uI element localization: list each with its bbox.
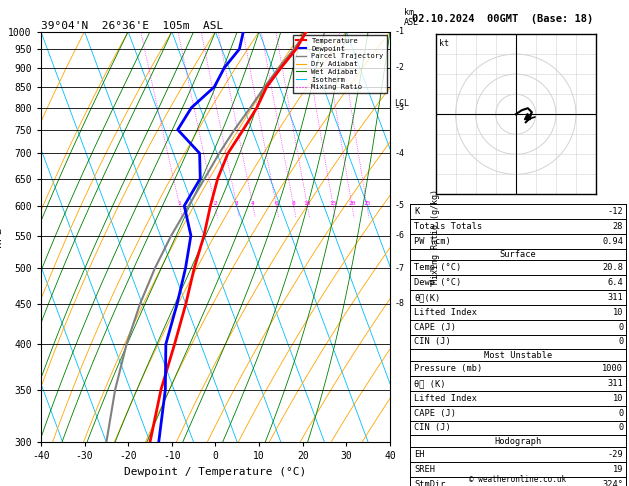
Text: -8: -8	[394, 299, 404, 309]
Text: Lifted Index: Lifted Index	[414, 394, 477, 403]
Text: 0: 0	[618, 337, 623, 347]
Text: 20.8: 20.8	[603, 263, 623, 272]
Text: 02.10.2024  00GMT  (Base: 18): 02.10.2024 00GMT (Base: 18)	[412, 14, 593, 24]
Text: 28: 28	[613, 222, 623, 231]
Text: -5: -5	[394, 201, 404, 210]
Text: 6.4: 6.4	[608, 278, 623, 287]
Text: 20: 20	[348, 201, 356, 206]
Text: 25: 25	[363, 201, 370, 206]
Text: CIN (J): CIN (J)	[414, 423, 450, 433]
Text: 4: 4	[251, 201, 255, 206]
Text: Temp (°C): Temp (°C)	[414, 263, 461, 272]
Text: 0: 0	[618, 409, 623, 417]
Text: 311: 311	[608, 379, 623, 388]
Text: PW (cm): PW (cm)	[414, 237, 450, 246]
Text: Pressure (mb): Pressure (mb)	[414, 364, 482, 373]
Text: -3: -3	[394, 103, 404, 112]
Text: K: K	[414, 207, 419, 216]
Text: kt: kt	[439, 39, 449, 48]
Text: Most Unstable: Most Unstable	[484, 351, 552, 360]
Text: 2: 2	[213, 201, 217, 206]
Text: 15: 15	[330, 201, 337, 206]
Text: 0: 0	[618, 423, 623, 433]
Text: Mixing Ratio (g/kg): Mixing Ratio (g/kg)	[431, 190, 440, 284]
Text: 39°04'N  26°36'E  105m  ASL: 39°04'N 26°36'E 105m ASL	[41, 21, 223, 31]
Text: km
ASL: km ASL	[404, 8, 419, 28]
Text: 10: 10	[613, 308, 623, 317]
Text: -2: -2	[394, 63, 404, 72]
Text: Dewp (°C): Dewp (°C)	[414, 278, 461, 287]
Text: 1: 1	[178, 201, 182, 206]
Text: © weatheronline.co.uk: © weatheronline.co.uk	[469, 474, 566, 484]
Text: Surface: Surface	[499, 250, 537, 259]
Text: Lifted Index: Lifted Index	[414, 308, 477, 317]
Text: CAPE (J): CAPE (J)	[414, 323, 456, 331]
Text: 0: 0	[618, 323, 623, 331]
Text: 6: 6	[274, 201, 278, 206]
Text: 1000: 1000	[603, 364, 623, 373]
Text: 324°: 324°	[603, 480, 623, 486]
Text: Totals Totals: Totals Totals	[414, 222, 482, 231]
Text: -1: -1	[394, 27, 404, 36]
Text: -29: -29	[608, 450, 623, 459]
Text: -7: -7	[394, 263, 404, 273]
Text: 10: 10	[304, 201, 311, 206]
Text: SREH: SREH	[414, 465, 435, 474]
X-axis label: Dewpoint / Temperature (°C): Dewpoint / Temperature (°C)	[125, 467, 306, 477]
Text: 0.94: 0.94	[603, 237, 623, 246]
Text: 311: 311	[608, 293, 623, 302]
Text: 10: 10	[613, 394, 623, 403]
Text: -12: -12	[608, 207, 623, 216]
Y-axis label: hPa: hPa	[0, 227, 3, 247]
Text: StmDir: StmDir	[414, 480, 445, 486]
Text: EH: EH	[414, 450, 425, 459]
Text: -6: -6	[394, 231, 404, 240]
Legend: Temperature, Dewpoint, Parcel Trajectory, Dry Adiabat, Wet Adiabat, Isotherm, Mi: Temperature, Dewpoint, Parcel Trajectory…	[292, 35, 386, 93]
Text: 3: 3	[235, 201, 239, 206]
Text: Hodograph: Hodograph	[494, 437, 542, 446]
Text: θᴄ (K): θᴄ (K)	[414, 379, 445, 388]
Text: 19: 19	[613, 465, 623, 474]
Text: CIN (J): CIN (J)	[414, 337, 450, 347]
Text: LCL: LCL	[394, 99, 409, 108]
Text: θᴄ(K): θᴄ(K)	[414, 293, 440, 302]
Text: 8: 8	[292, 201, 296, 206]
Text: -4: -4	[394, 149, 404, 158]
Text: CAPE (J): CAPE (J)	[414, 409, 456, 417]
